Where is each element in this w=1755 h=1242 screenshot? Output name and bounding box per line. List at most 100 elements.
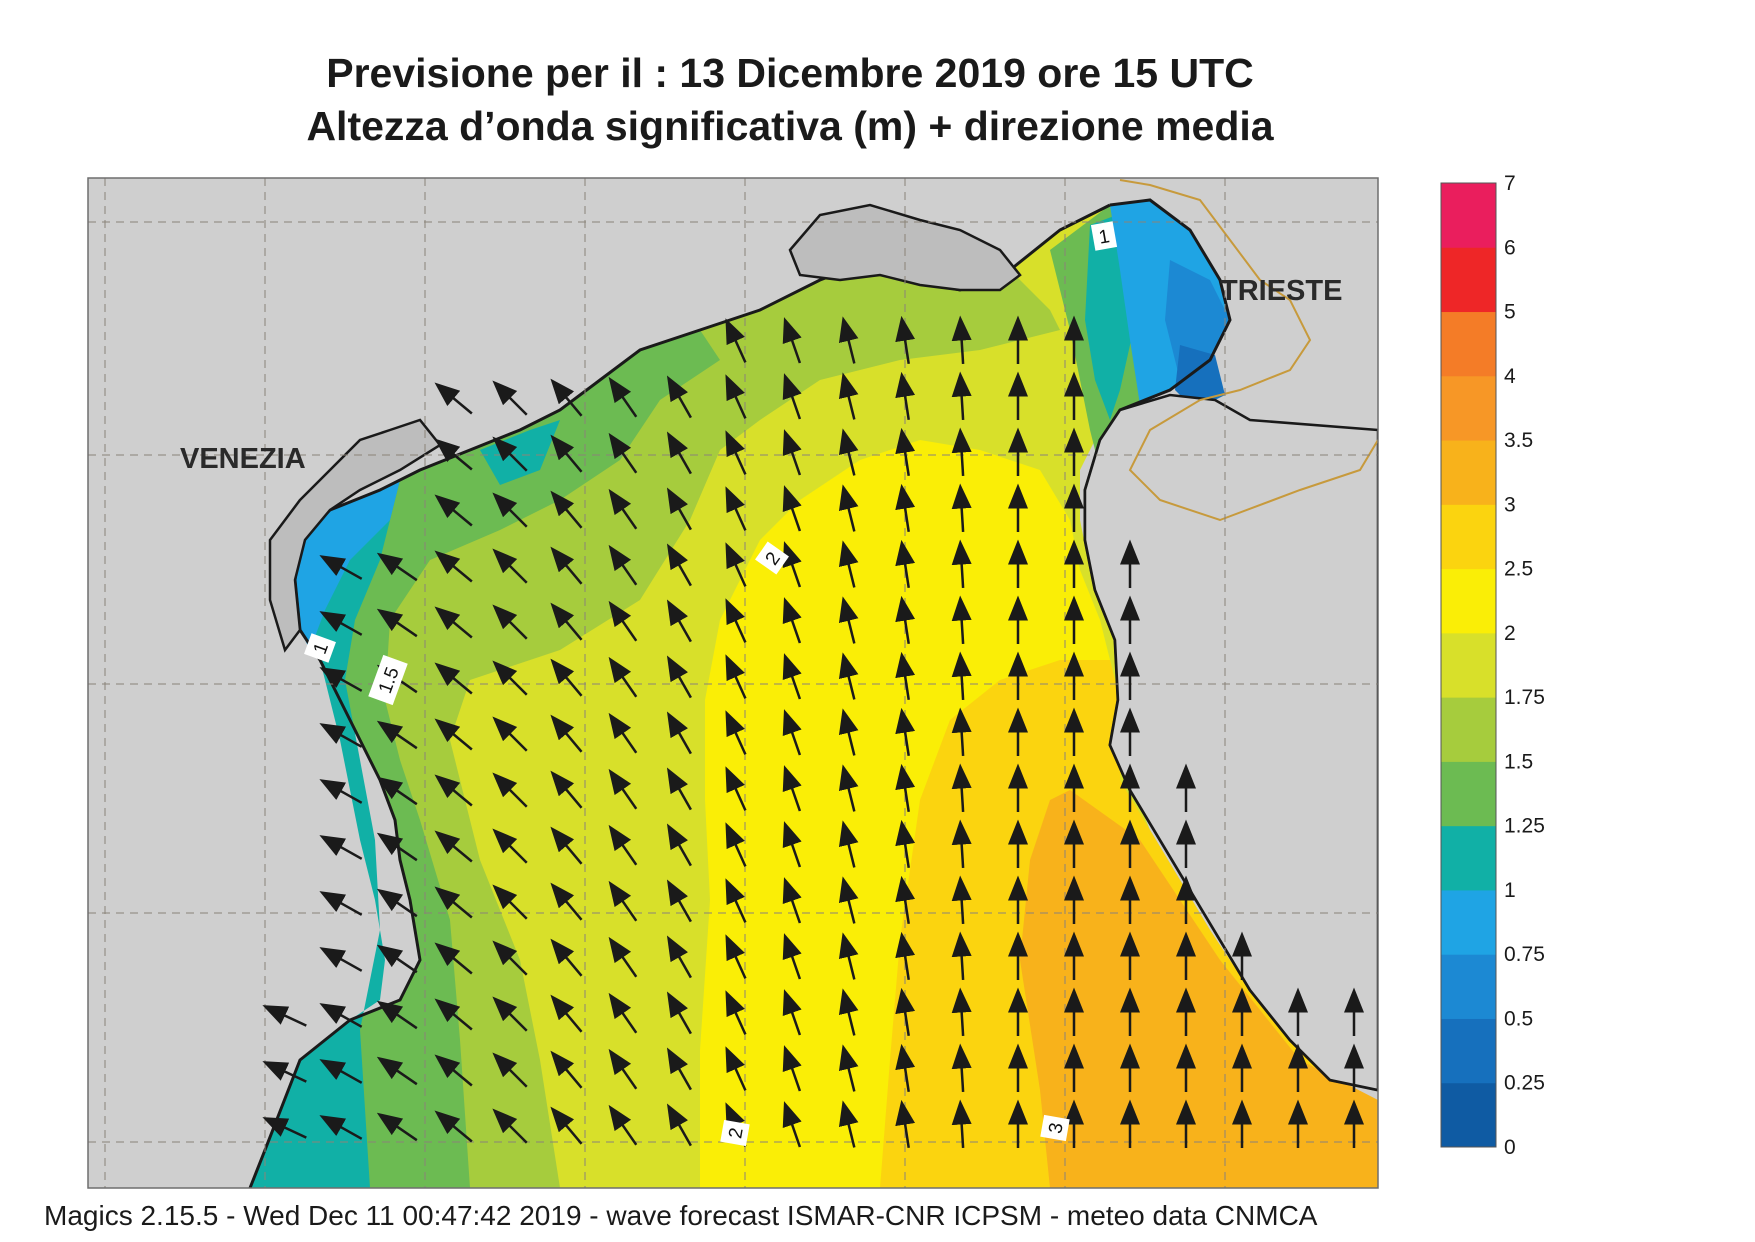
wave-arrow — [666, 431, 692, 475]
wave-arrow — [492, 1052, 528, 1088]
wave-arrow — [492, 940, 528, 976]
footer-credits: Magics 2.15.5 - Wed Dec 11 00:47:42 2019… — [44, 1200, 1318, 1231]
wave-arrow — [550, 938, 583, 977]
wave-arrow — [319, 611, 363, 636]
contour-label: 2 — [720, 1119, 750, 1147]
wave-arrow — [492, 996, 528, 1032]
wave-arrow — [725, 598, 747, 643]
colorbar-swatch — [1441, 504, 1496, 570]
wave-arrow — [725, 990, 747, 1035]
wave-arrow — [434, 606, 473, 639]
wave-arrow — [492, 660, 528, 696]
colorbar-swatch — [1441, 954, 1496, 1019]
wave-arrow — [725, 430, 747, 475]
wave-arrow — [666, 711, 692, 755]
colorbar-swatch — [1441, 1082, 1496, 1148]
colorbar-frame — [1440, 182, 1497, 1148]
wave-arrow — [608, 992, 638, 1034]
colorbar-tick-label: 5 — [1504, 301, 1516, 324]
wave-arrow — [782, 877, 802, 924]
colorbar-tick-label: 1.25 — [1504, 815, 1545, 838]
colorbar-tick-label: 2.5 — [1504, 558, 1533, 581]
wave-arrow — [492, 548, 528, 584]
wave-arrow — [951, 819, 972, 869]
wave-arrow — [376, 1112, 418, 1142]
wave-arrow — [550, 770, 583, 809]
wave-arrow — [782, 317, 802, 364]
colorbar-tick-label: 6 — [1504, 236, 1516, 259]
wave-arrow — [666, 879, 692, 923]
wave-arrow — [492, 492, 528, 528]
colorbar-tick-label: 0 — [1504, 1136, 1516, 1159]
wave-arrow — [838, 596, 859, 644]
wave-arrow — [376, 608, 418, 638]
wave-arrow — [376, 888, 418, 918]
sea-band-navy-ne — [1175, 345, 1225, 410]
wave-arrow — [550, 378, 583, 417]
wave-arrow — [725, 318, 747, 363]
wave-arrow — [838, 540, 859, 588]
wave-arrow — [951, 987, 972, 1037]
wave-arrow — [319, 891, 363, 916]
wave-arrow — [434, 830, 473, 863]
wave-arrow — [666, 375, 692, 419]
contour-label: 1.5 — [368, 654, 408, 706]
wave-arrow — [492, 884, 528, 920]
wave-arrow — [492, 436, 528, 472]
wave-arrow — [608, 432, 638, 474]
wave-arrow — [608, 712, 638, 754]
wave-arrow — [838, 1100, 859, 1148]
wave-arrow — [838, 372, 859, 420]
colorbar: 0 0.25 0.5 0.75 1 1.25 1.5 1.75 2 2.5 3 3.5 4 5 6 7 — [1440, 172, 1545, 1159]
wave-arrow — [951, 315, 972, 365]
wave-arrow — [895, 371, 916, 420]
colorbar-tick-label: 0.25 — [1504, 1072, 1545, 1095]
wave-arrow — [725, 654, 747, 699]
wave-arrow — [666, 991, 692, 1035]
wave-arrow — [608, 544, 638, 586]
wave-arrow — [608, 936, 638, 978]
wave-arrow — [895, 987, 916, 1036]
wave-arrow — [376, 944, 418, 974]
wave-arrow — [492, 772, 528, 808]
wave-arrow — [608, 1048, 638, 1090]
wave-arrow — [951, 371, 972, 421]
wave-arrow — [550, 490, 583, 529]
wave-arrow — [262, 1061, 307, 1083]
wave-arrow — [319, 555, 363, 580]
wave-arrow — [550, 546, 583, 585]
wave-arrow — [550, 658, 583, 697]
wave-arrow — [434, 494, 473, 527]
wave-arrow — [666, 487, 692, 531]
wave-arrow — [434, 662, 473, 695]
wave-arrow — [895, 707, 916, 756]
wave-arrow — [895, 427, 916, 476]
wave-arrow — [666, 823, 692, 867]
wave-arrow — [608, 1104, 638, 1146]
wave-arrow — [666, 1047, 692, 1091]
wave-arrow — [951, 539, 972, 589]
wave-arrow — [319, 1115, 363, 1140]
wave-arrow — [895, 763, 916, 812]
wave-arrow — [951, 1043, 972, 1093]
wave-arrow — [951, 483, 972, 533]
lagoon-islands — [788, 203, 1022, 292]
wave-arrow — [951, 875, 972, 925]
wave-arrow — [725, 1046, 747, 1091]
wave-arrow — [319, 1003, 363, 1028]
contour-label: 2 — [755, 541, 789, 575]
wave-arrow — [895, 651, 916, 700]
wave-arrow — [782, 709, 802, 756]
colorbar-swatch — [1441, 697, 1496, 762]
wave-arrow — [838, 316, 859, 364]
wave-arrow — [434, 1110, 473, 1143]
wave-arrow — [782, 1045, 802, 1092]
wave-arrow — [319, 1059, 363, 1084]
city-label-trieste: TRIESTE — [1220, 275, 1342, 307]
wave-arrow — [725, 934, 747, 979]
wave-arrow — [319, 835, 363, 860]
wave-arrow — [492, 380, 528, 416]
colorbar-tick-label: 1.75 — [1504, 686, 1545, 709]
sea-band-teal-north — [480, 420, 560, 485]
